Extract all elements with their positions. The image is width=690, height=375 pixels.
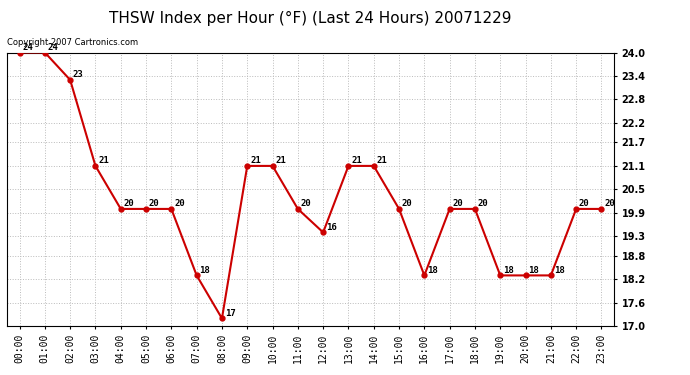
Text: 18: 18 [553,266,564,274]
Text: 16: 16 [326,223,337,232]
Text: 21: 21 [275,156,286,165]
Text: 21: 21 [250,156,261,165]
Text: 20: 20 [579,199,590,208]
Text: 18: 18 [199,266,210,274]
Text: 24: 24 [48,43,59,52]
Text: THSW Index per Hour (°F) (Last 24 Hours) 20071229: THSW Index per Hour (°F) (Last 24 Hours)… [109,11,512,26]
Text: 21: 21 [351,156,362,165]
Text: 20: 20 [402,199,413,208]
Text: 20: 20 [174,199,185,208]
Text: 20: 20 [301,199,311,208]
Text: 21: 21 [377,156,387,165]
Text: 20: 20 [604,199,615,208]
Text: 23: 23 [73,70,83,79]
Text: 20: 20 [149,199,159,208]
Text: 18: 18 [427,266,438,274]
Text: 18: 18 [529,266,539,274]
Text: 18: 18 [503,266,514,274]
Text: 20: 20 [124,199,135,208]
Text: 20: 20 [477,199,489,208]
Text: Copyright 2007 Cartronics.com: Copyright 2007 Cartronics.com [7,38,138,47]
Text: 21: 21 [98,156,109,165]
Text: 20: 20 [453,199,463,208]
Text: 24: 24 [22,43,33,52]
Text: 17: 17 [225,309,235,318]
